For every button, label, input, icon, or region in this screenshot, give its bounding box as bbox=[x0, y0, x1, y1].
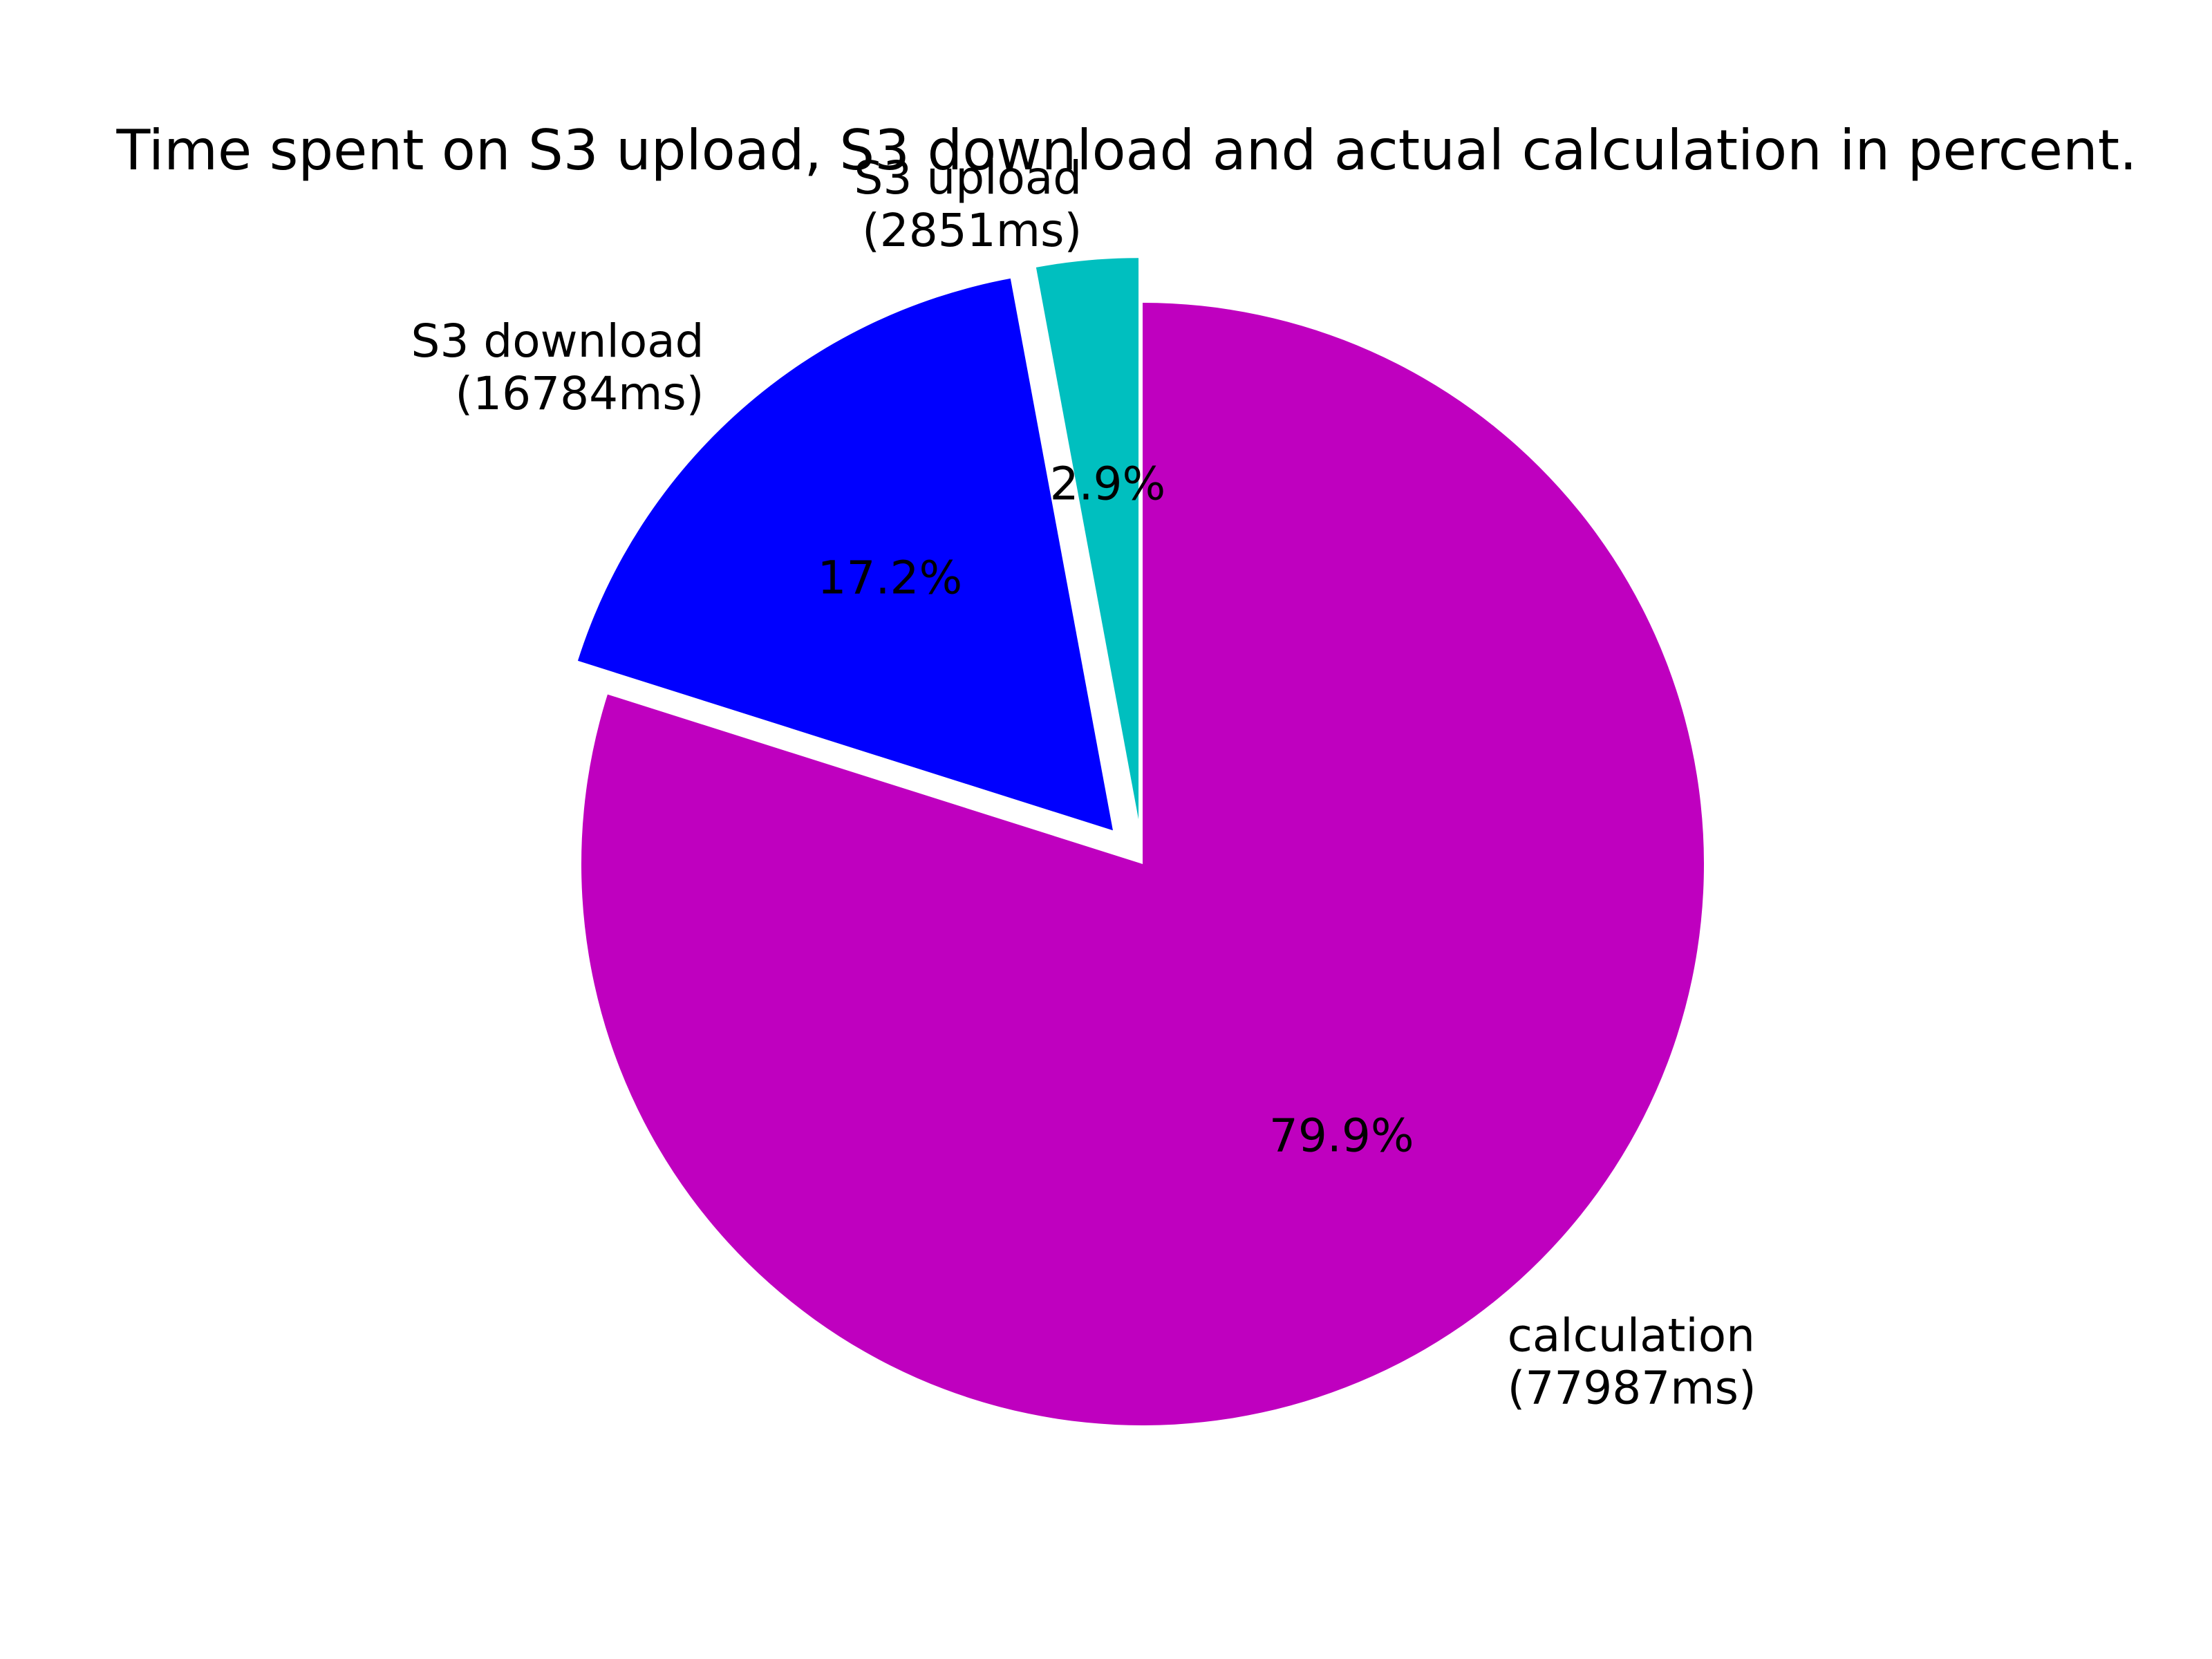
pie-slice-calculation bbox=[581, 303, 1704, 1425]
slice-value: (77987ms) bbox=[1508, 1362, 1756, 1415]
slice-labels: S3 upload (2851ms) S3 download (16784ms) cal… bbox=[411, 151, 1756, 1415]
percent-label-s3-download: 17.2% bbox=[818, 552, 963, 605]
percent-label-s3-upload: 2.9% bbox=[1050, 458, 1166, 511]
pie-slice-s3-download bbox=[577, 278, 1113, 831]
slice-label-s3-download: S3 download (16784ms) bbox=[411, 315, 704, 420]
slice-value: (2851ms) bbox=[862, 204, 1082, 257]
slice-label-s3-upload: S3 upload (2851ms) bbox=[854, 151, 1082, 257]
percent-label-calculation: 79.9% bbox=[1269, 1109, 1414, 1163]
chart-title: Time spent on S3 upload, S3 download and… bbox=[115, 118, 2137, 182]
slice-label-calculation: calculation (77987ms) bbox=[1508, 1309, 1756, 1415]
slice-name: S3 upload bbox=[854, 151, 1082, 205]
pie-slices bbox=[577, 258, 1704, 1425]
slice-name: calculation bbox=[1508, 1309, 1755, 1362]
pie-slice-s3-upload bbox=[1035, 258, 1139, 820]
slice-value: (16784ms) bbox=[455, 367, 704, 420]
slice-name: S3 download bbox=[411, 315, 704, 368]
percent-labels: 2.9% 17.2% 79.9% bbox=[818, 458, 1414, 1163]
